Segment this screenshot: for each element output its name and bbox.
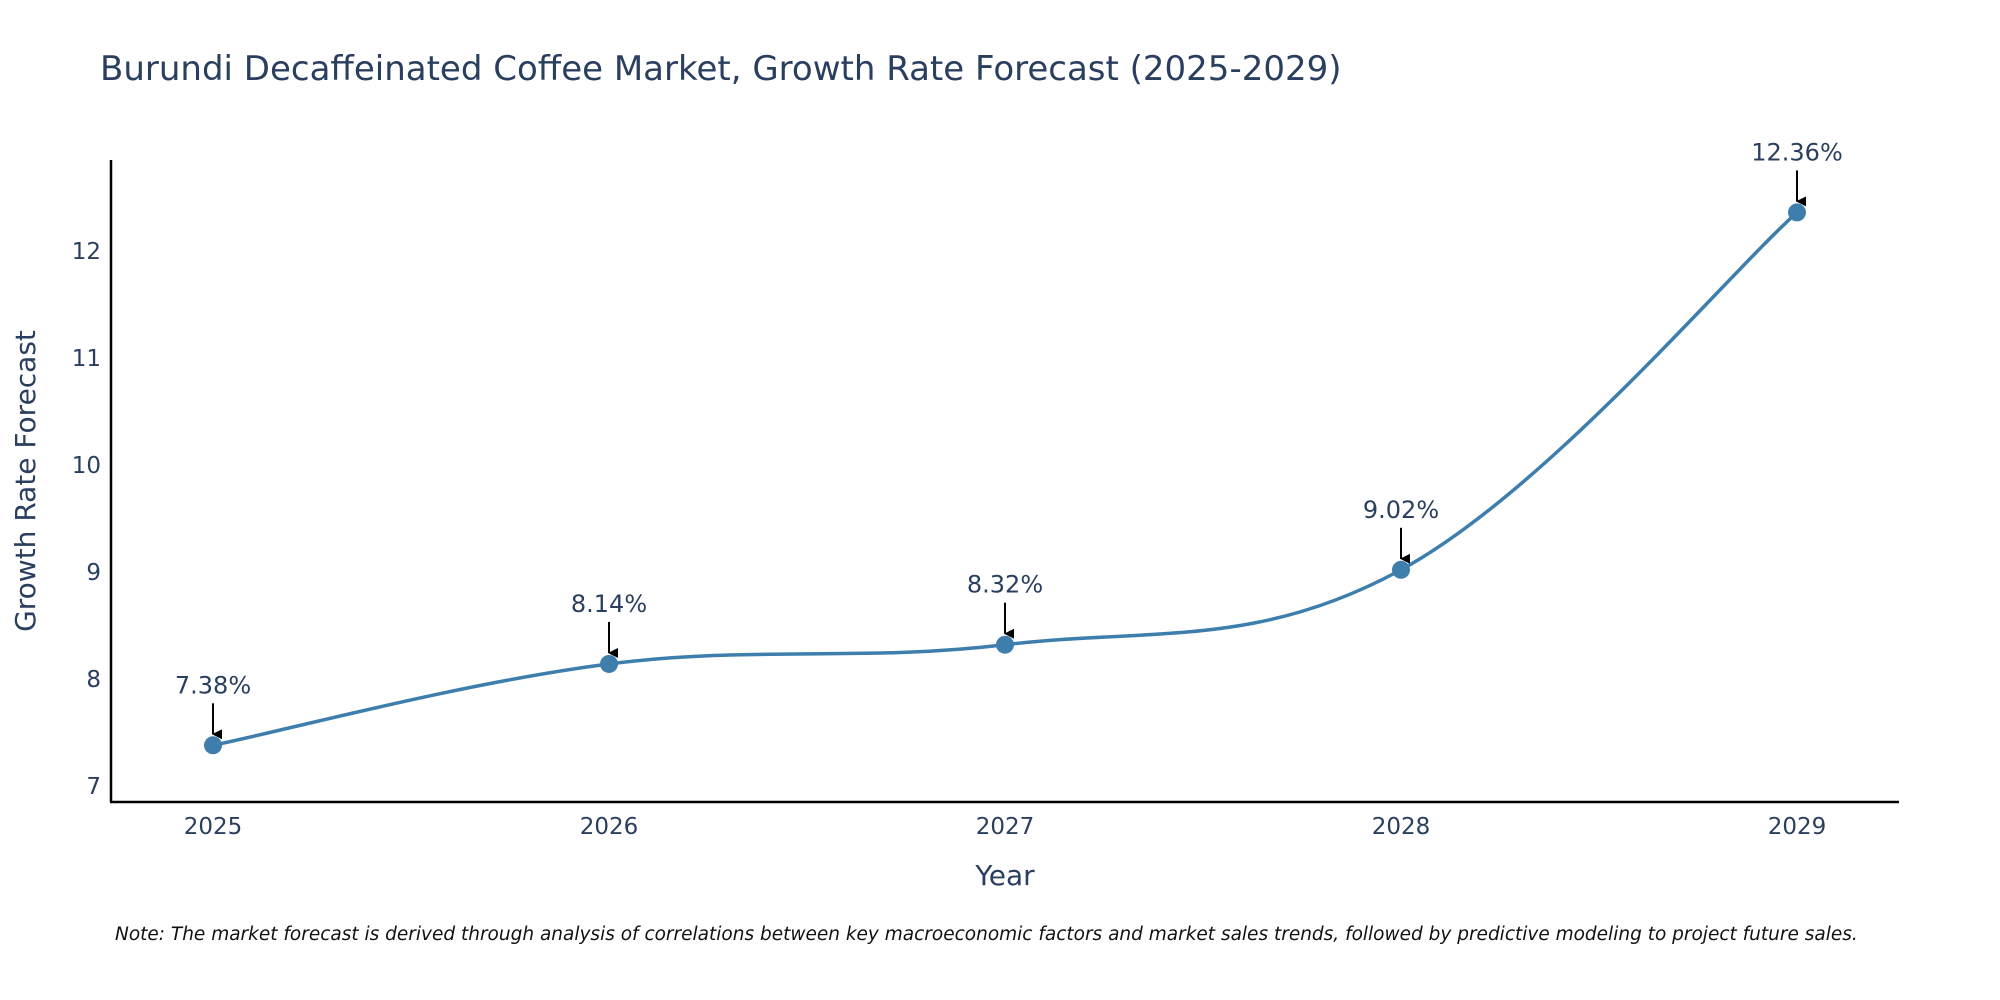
y-tick-label: 7 [86, 774, 101, 800]
data-point-2027[interactable] [996, 635, 1014, 654]
data-label-2028: 9.02% [1363, 496, 1439, 524]
data-label-2026: 8.14% [571, 590, 647, 618]
data-point-2026[interactable] [600, 654, 618, 673]
y-tick-label: 11 [72, 346, 101, 372]
data-point-2025[interactable] [204, 736, 222, 755]
x-tick-label: 2026 [580, 814, 639, 840]
chart-title: Burundi Decaffeinated Coffee Market, Gro… [100, 49, 1342, 89]
data-point-2029[interactable] [1788, 203, 1806, 222]
x-axis-ticks: 2025 2026 2027 2028 2029 [184, 814, 1827, 840]
y-axis-title: Growth Rate Forecast [9, 330, 42, 632]
x-axis-title: Year [974, 859, 1035, 892]
y-tick-label: 12 [72, 239, 101, 265]
x-tick-label: 2027 [976, 814, 1035, 840]
x-tick-label: 2028 [1372, 814, 1431, 840]
y-tick-label: 9 [86, 560, 101, 586]
data-label-2029: 12.36% [1751, 138, 1843, 166]
x-tick-label: 2029 [1768, 814, 1827, 840]
footnote: Note: The market forecast is derived thr… [115, 924, 1858, 945]
plot-area: 7.38% 8.14% 8.32% 9.02% 12.36% [175, 138, 1843, 755]
growth-rate-line [212, 211, 1799, 748]
data-label-2025: 7.38% [175, 671, 251, 699]
y-tick-label: 8 [86, 667, 101, 693]
y-tick-label: 10 [72, 453, 101, 479]
x-tick-label: 2025 [184, 814, 243, 840]
data-label-2027: 8.32% [967, 571, 1043, 599]
y-axis-ticks: 7 8 9 10 11 12 [72, 239, 101, 800]
data-point-2028[interactable] [1392, 560, 1410, 579]
